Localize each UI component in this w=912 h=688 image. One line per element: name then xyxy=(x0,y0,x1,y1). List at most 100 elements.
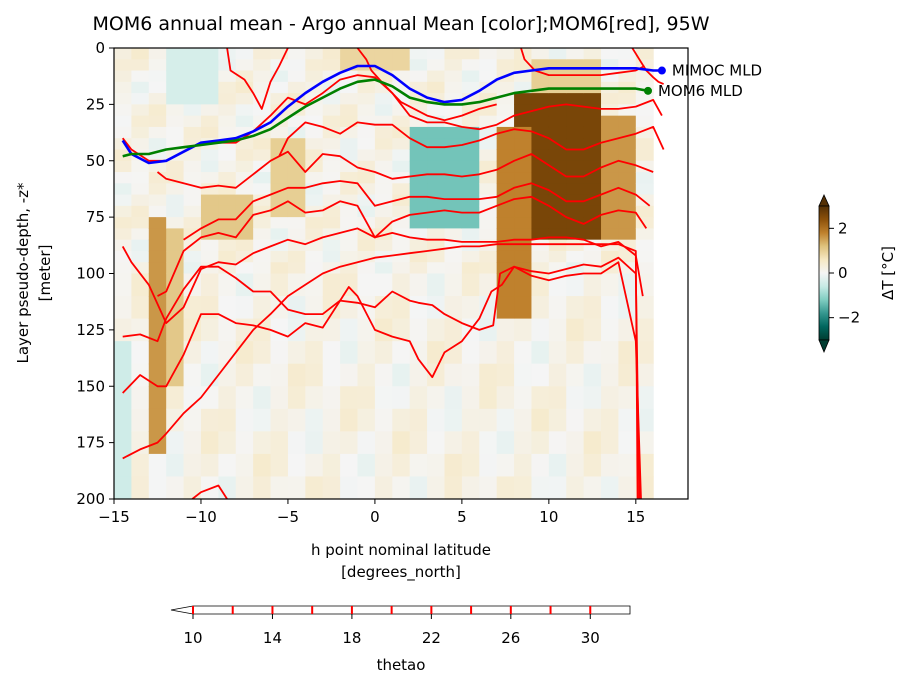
heat-cell xyxy=(392,149,411,162)
heat-cell xyxy=(479,273,498,297)
heat-cell xyxy=(479,341,498,365)
heat-cell xyxy=(635,408,654,432)
heat-cell xyxy=(618,262,637,274)
heat-cell xyxy=(548,48,567,60)
heat-cell xyxy=(253,341,272,365)
heat-cell xyxy=(514,431,532,455)
heat-cell xyxy=(583,217,602,229)
heat-cell xyxy=(635,149,654,162)
heat-cell xyxy=(635,59,654,72)
heat-cell xyxy=(166,217,185,229)
heat-cell xyxy=(635,318,654,342)
heat-cell xyxy=(374,431,393,455)
heat-cell xyxy=(166,386,185,410)
heat-cell xyxy=(427,476,445,499)
heat-cell xyxy=(461,217,480,229)
contour-14 xyxy=(122,261,642,499)
heat-cell xyxy=(235,160,254,173)
heat-cell xyxy=(409,228,428,241)
heat-cell xyxy=(618,172,637,184)
heat-cell xyxy=(548,318,567,342)
heat-cell xyxy=(183,81,202,94)
heat-cell xyxy=(514,194,532,207)
heat-cell xyxy=(270,104,289,117)
heat-cell xyxy=(566,341,585,365)
heat-cell xyxy=(392,205,411,218)
heat-cell xyxy=(148,93,167,105)
heat-cell xyxy=(409,341,428,365)
heat-cell xyxy=(427,341,445,365)
heat-cell xyxy=(183,59,202,72)
heat-cell xyxy=(583,228,602,241)
x-axis-label: h point nominal latitude xyxy=(311,541,491,559)
heat-cell xyxy=(531,59,550,72)
heat-cell xyxy=(322,363,341,387)
heat-cell xyxy=(131,408,150,432)
heat-cell xyxy=(548,250,567,263)
heat-cell xyxy=(114,160,132,173)
heat-cell xyxy=(270,262,289,274)
heat-cell xyxy=(183,104,202,117)
heat-cell xyxy=(131,126,150,139)
heat-cell xyxy=(200,205,219,218)
heat-cell xyxy=(114,386,132,410)
heat-cell xyxy=(566,70,585,83)
heat-cell xyxy=(183,250,202,263)
heat-cell xyxy=(131,59,150,72)
heat-cell xyxy=(235,59,254,72)
heat-cell xyxy=(635,228,654,241)
heat-cell xyxy=(444,59,463,72)
heat-cell xyxy=(322,476,341,499)
heat-cell xyxy=(479,431,498,455)
heat-cell xyxy=(461,431,480,455)
heat-cell xyxy=(618,183,637,196)
heat-cell xyxy=(461,149,480,162)
heat-cell xyxy=(566,160,585,173)
heat-cell xyxy=(374,262,393,274)
heat-cell xyxy=(427,194,445,207)
heat-cell xyxy=(496,59,515,72)
heat-cell xyxy=(253,273,272,297)
heat-cell xyxy=(427,172,445,184)
heat-cell xyxy=(183,239,202,252)
heat-cell xyxy=(340,386,359,410)
heat-cell xyxy=(253,363,272,387)
heat-cell xyxy=(409,149,428,162)
heat-cell xyxy=(287,453,306,477)
heat-cell xyxy=(444,149,463,162)
heat-cell xyxy=(218,341,237,365)
heat-cell xyxy=(461,386,480,410)
heat-cell xyxy=(235,138,254,150)
heat-cell xyxy=(566,318,585,342)
heat-cell xyxy=(461,250,480,263)
heat-cell xyxy=(322,250,341,263)
heat-cell xyxy=(270,431,289,455)
heat-cell xyxy=(601,228,619,241)
heat-cell xyxy=(218,93,237,105)
heat-cell xyxy=(531,70,550,83)
heat-cell xyxy=(635,386,654,410)
heat-cell xyxy=(531,476,550,499)
heat-cell xyxy=(114,48,132,60)
heat-cell xyxy=(618,160,637,173)
heat-cell xyxy=(392,318,411,342)
heat-cell xyxy=(496,194,515,207)
heat-cell xyxy=(531,138,550,150)
heat-cell xyxy=(253,70,272,83)
heat-cell xyxy=(374,453,393,477)
heat-cell xyxy=(287,59,306,72)
heat-cell xyxy=(114,70,132,83)
heat-cell xyxy=(514,160,532,173)
heat-cell xyxy=(322,408,341,432)
heat-cell xyxy=(444,194,463,207)
heat-cell xyxy=(148,205,167,218)
heat-cell xyxy=(618,363,637,387)
heat-cell xyxy=(357,386,376,410)
mom6-mld-line xyxy=(122,78,649,158)
heat-cell xyxy=(374,408,393,432)
heat-cell xyxy=(531,363,550,387)
heat-cell xyxy=(392,48,411,60)
heat-cell xyxy=(531,262,550,274)
heat-cell xyxy=(392,126,411,139)
heat-cell xyxy=(322,172,341,184)
